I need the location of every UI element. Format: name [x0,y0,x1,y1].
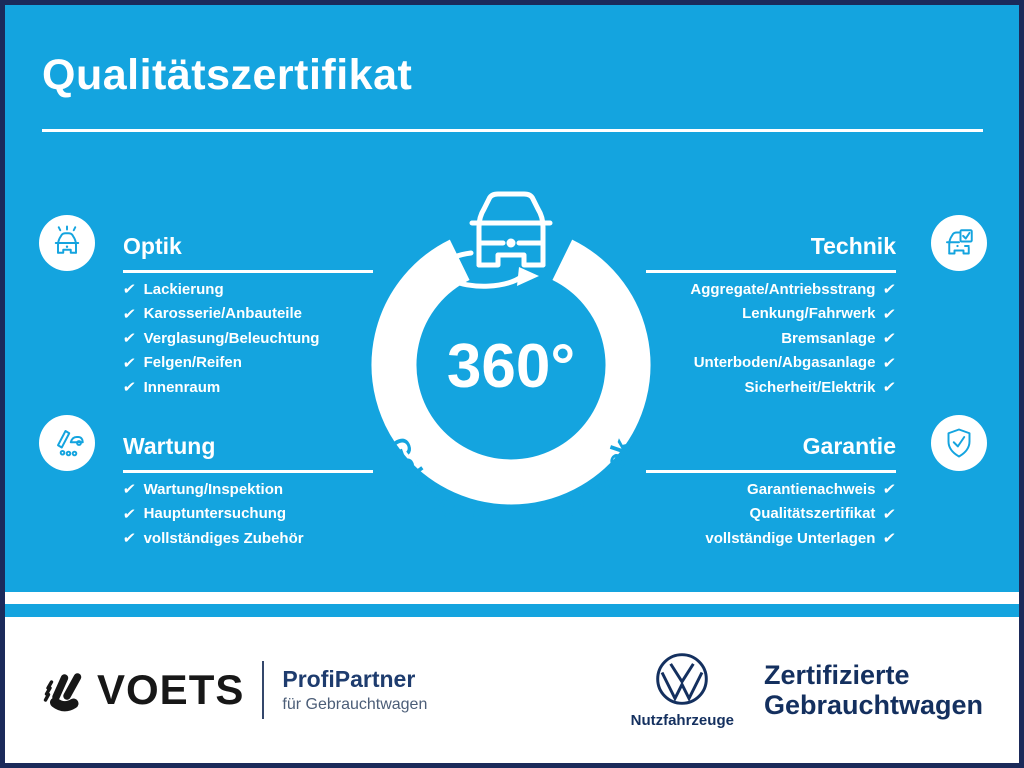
section-title: Garantie [802,433,896,459]
item-label: Aggregate/Antriebsstrang [690,280,876,298]
section-items: Garantienachweis ✔ Qualitätszertifikat ✔ v… [641,477,898,551]
check-icon: ✔ [121,281,137,299]
list-item: Bremsanlage ✔ [641,326,898,351]
page-title: Qualitätszertifikat [42,51,413,99]
car-shine-icon [54,225,80,254]
360-check-graphic: Gebrauchtwagen-Check 360° [371,191,651,517]
check-icon: ✔ [882,354,898,372]
voets-hand-icon [43,673,82,712]
list-item: ✔ Lackierung [121,277,378,302]
voets-logo: VOETS [41,666,244,714]
vw-sublabel: Nutzfahrzeuge [630,711,734,729]
pencil-car-icon [57,430,84,457]
vw-brand-group: Nutzfahrzeuge Zertifizierte Gebrauchtwag… [631,652,983,729]
profipartner-title: ProfiPartner [282,666,416,692]
car-checklist-icon [946,229,973,255]
section-rule [646,270,896,273]
item-label: Felgen/Reifen [143,354,242,372]
list-item: ✔ Hauptuntersuchung [121,502,378,527]
check-icon: ✔ [882,505,898,523]
ring [371,239,651,505]
item-label: Lackierung [143,280,224,298]
check-icon: ✔ [882,530,898,548]
list-item: ✔ Wartung/Inspektion [121,477,378,502]
shield-check-icon [947,428,971,458]
item-label: Lenkung/Fahrwerk [742,305,876,323]
section-garantie: Garantie Garantienachweis ✔ Qualitätszert… [641,433,898,551]
check-icon: ✔ [121,330,137,348]
item-label: Wartung/Inspektion [143,480,284,498]
check-icon: ✔ [121,481,137,499]
optik-icon-badge [39,215,95,271]
check-icon: ✔ [121,530,137,548]
list-item: Aggregate/Antriebsstrang ✔ [641,277,898,302]
list-item: ✔ vollständiges Zubehör [121,526,378,551]
item-label: Qualitätszertifikat [749,505,876,523]
check-icon: ✔ [121,505,137,523]
list-item: ✔ Innenraum [121,375,378,400]
item-label: Sicherheit/Elektrik [744,378,876,396]
list-item: ✔ Karosserie/Anbauteile [121,302,378,327]
footer-divider [262,661,265,719]
list-item: vollständige Unterlagen ✔ [641,526,898,551]
section-rule [123,270,373,273]
garantie-icon-badge [931,415,987,471]
main-panel: Qualitätszertifikat [5,5,1019,592]
wartung-icon-badge [39,415,95,471]
section-title: Optik [123,233,182,259]
check-icon: ✔ [882,379,898,397]
volkswagen-logo-icon [656,652,709,705]
check-icon: ✔ [882,481,898,499]
claim-text: Zertifizierte Gebrauchtwagen [764,660,983,721]
section-wartung: Wartung ✔ Wartung/Inspektion ✔ Hauptunters… [121,433,378,551]
list-item: Garantienachweis ✔ [641,477,898,502]
check-icon: ✔ [121,354,137,372]
list-item: Qualitätszertifikat ✔ [641,502,898,527]
list-item: Lenkung/Fahrwerk ✔ [641,302,898,327]
divider-stripe-white [5,592,1019,604]
technik-icon-badge [931,215,987,271]
item-label: vollständige Unterlagen [705,529,876,547]
claim-line-2: Gebrauchtwagen [763,690,983,720]
check-icon: ✔ [882,305,898,323]
profipartner-subtitle: für Gebrauchtwagen [282,696,428,713]
section-title: Wartung [123,433,216,459]
item-label: Unterboden/Abgasanlage [693,354,876,372]
profipartner-block: ProfiPartner für Gebrauchtwagen [282,666,427,714]
section-rule [123,470,373,473]
divider-stripe-blue [5,604,1019,617]
title-rule [42,129,983,132]
item-label: Bremsanlage [781,329,876,347]
item-label: Garantienachweis [747,480,876,498]
list-item: Sicherheit/Elektrik ✔ [641,375,898,400]
item-label: Verglasung/Beleuchtung [143,329,320,347]
section-rule [646,470,896,473]
item-label: vollständiges Zubehör [143,529,304,547]
item-label: Karosserie/Anbauteile [143,305,302,323]
check-icon: ✔ [882,330,898,348]
section-title: Technik [810,233,896,259]
section-optik: Optik ✔ Lackierung ✔ Karosserie/Anbauteile… [121,233,378,400]
check-icon: ✔ [882,281,898,299]
voets-wordmark: VOETS [97,666,245,713]
list-item: ✔ Verglasung/Beleuchtung [121,326,378,351]
claim-line-1: Zertifizierte [763,659,910,690]
check-icon: ✔ [121,305,137,323]
car-rotate-icon [439,191,553,289]
section-items: Aggregate/Antriebsstrang ✔ Lenkung/Fahrwe… [641,277,898,400]
section-technik: Technik Aggregate/Antriebsstrang ✔ Lenkun… [641,233,898,400]
list-item: Unterboden/Abgasanlage ✔ [641,351,898,376]
item-label: Hauptuntersuchung [143,505,287,523]
degrees-label: 360° [447,332,575,401]
footer: VOETS ProfiPartner für Gebrauchtwagen Nu… [5,617,1019,763]
item-label: Innenraum [143,378,221,396]
list-item: ✔ Felgen/Reifen [121,351,378,376]
check-icon: ✔ [121,379,137,397]
section-items: ✔ Wartung/Inspektion ✔ Hauptuntersuchung ✔… [121,477,378,551]
section-items: ✔ Lackierung ✔ Karosserie/Anbauteile ✔ Verg… [121,277,378,400]
vw-logo-block: Nutzfahrzeuge [631,652,734,729]
